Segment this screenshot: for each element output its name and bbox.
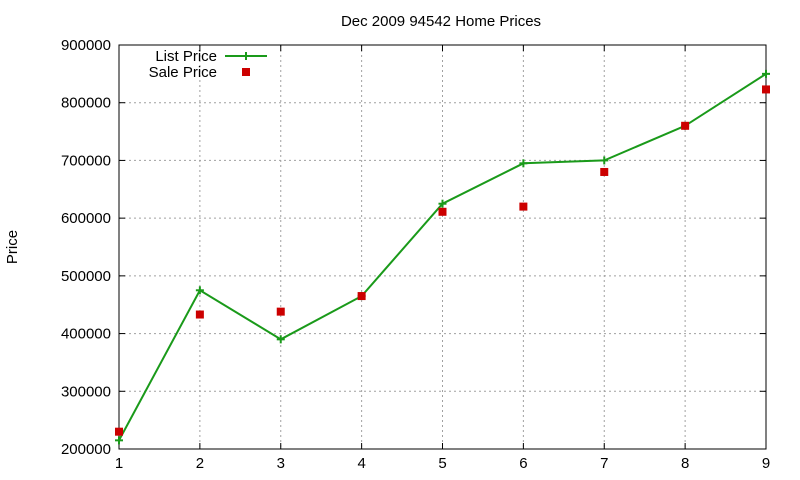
legend-label-sale-price: Sale Price — [149, 64, 217, 81]
x-tick-label: 7 — [600, 455, 608, 472]
plot-area-border — [118, 44, 767, 450]
x-tick-label: 6 — [519, 455, 527, 472]
data-point-sale-price — [681, 121, 690, 130]
data-point-list-price — [195, 286, 204, 295]
y-tick-label: 800000 — [61, 95, 111, 112]
legend-swatch-list-price — [225, 52, 267, 60]
data-point-sale-price — [600, 167, 609, 176]
data-point-sale-price — [762, 85, 770, 94]
y-tick-label: 200000 — [61, 441, 111, 458]
grid — [119, 45, 766, 449]
y-tick-label: 900000 — [61, 37, 111, 54]
data-point-list-price — [115, 436, 123, 445]
y-axis-label: Price — [4, 230, 21, 264]
data-point-sale-price — [195, 310, 204, 319]
data-point-sale-price — [519, 202, 528, 211]
y-tick-label: 500000 — [61, 268, 111, 285]
x-tick-label: 3 — [277, 455, 285, 472]
data-point-sale-price — [276, 307, 285, 316]
axis-ticks: 200000 300000 400000 500000 600000 700000 8000… — [61, 37, 770, 472]
x-tick-label: 2 — [196, 455, 204, 472]
data-point-sale-price — [115, 427, 123, 436]
data-point-list-price — [600, 156, 609, 165]
chart-title: Dec 2009 94542 Home Prices — [341, 13, 541, 30]
x-tick-label: 5 — [438, 455, 446, 472]
legend: List Price Sale Price — [149, 48, 267, 81]
series — [115, 69, 770, 445]
legend-marker-sale-price — [242, 68, 250, 76]
legend-label-list-price: List Price — [155, 48, 217, 65]
y-tick-label: 300000 — [61, 383, 111, 400]
data-point-list-price — [276, 335, 285, 344]
data-point-sale-price — [438, 207, 447, 216]
legend-swatch-sale-price — [242, 68, 250, 76]
x-tick-label: 8 — [681, 455, 689, 472]
data-point-sale-price — [357, 292, 366, 301]
x-tick-label: 9 — [762, 455, 770, 472]
legend-marker-list-price — [242, 52, 250, 60]
data-point-list-price — [519, 159, 528, 168]
y-tick-label: 400000 — [61, 326, 111, 343]
data-point-list-price — [762, 69, 770, 78]
x-tick-label: 1 — [115, 455, 123, 472]
data-point-list-price — [438, 199, 447, 208]
y-tick-label: 700000 — [61, 152, 111, 169]
y-tick-label: 600000 — [61, 210, 111, 227]
x-tick-label: 4 — [357, 455, 365, 472]
